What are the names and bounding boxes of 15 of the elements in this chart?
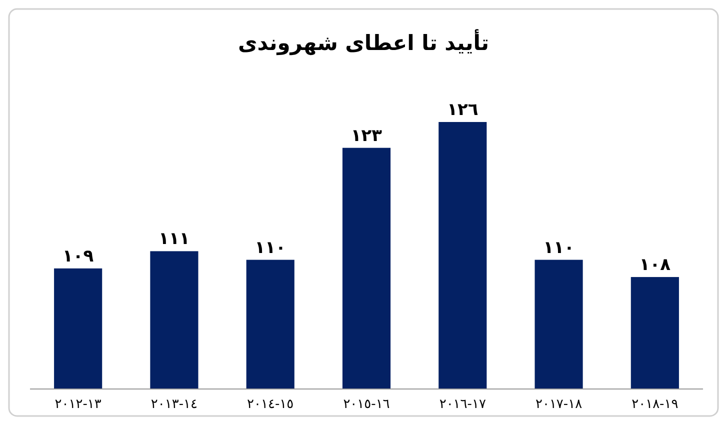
data-label: ١٢٣ xyxy=(350,126,383,146)
data-label: ١١٠ xyxy=(543,238,574,258)
x-tick-label: ٢٠١٧-١٨ xyxy=(535,397,582,412)
data-label: ١١٠ xyxy=(254,238,286,258)
x-tick-label: ٢٠١٥-١٦ xyxy=(343,397,390,412)
chart-title: تأیید تا اعطای شهروندی xyxy=(238,29,490,56)
x-tick-label: ٢٠١٦-١٧ xyxy=(439,397,486,412)
data-label: ١١١ xyxy=(158,229,190,250)
data-label: ١٠٩ xyxy=(62,246,94,266)
x-tick-label: ٢٠١٤-١٥ xyxy=(247,397,294,412)
data-label: ١٠٨ xyxy=(639,255,672,276)
data-label: ١٢٦ xyxy=(447,100,478,120)
x-tick-label: ٢٠١٣-١٤ xyxy=(150,397,198,412)
x-tick-label: ٢٠١٨-١٩ xyxy=(632,397,678,412)
x-tick-label: ٢٠١٢-١٣ xyxy=(54,397,102,412)
